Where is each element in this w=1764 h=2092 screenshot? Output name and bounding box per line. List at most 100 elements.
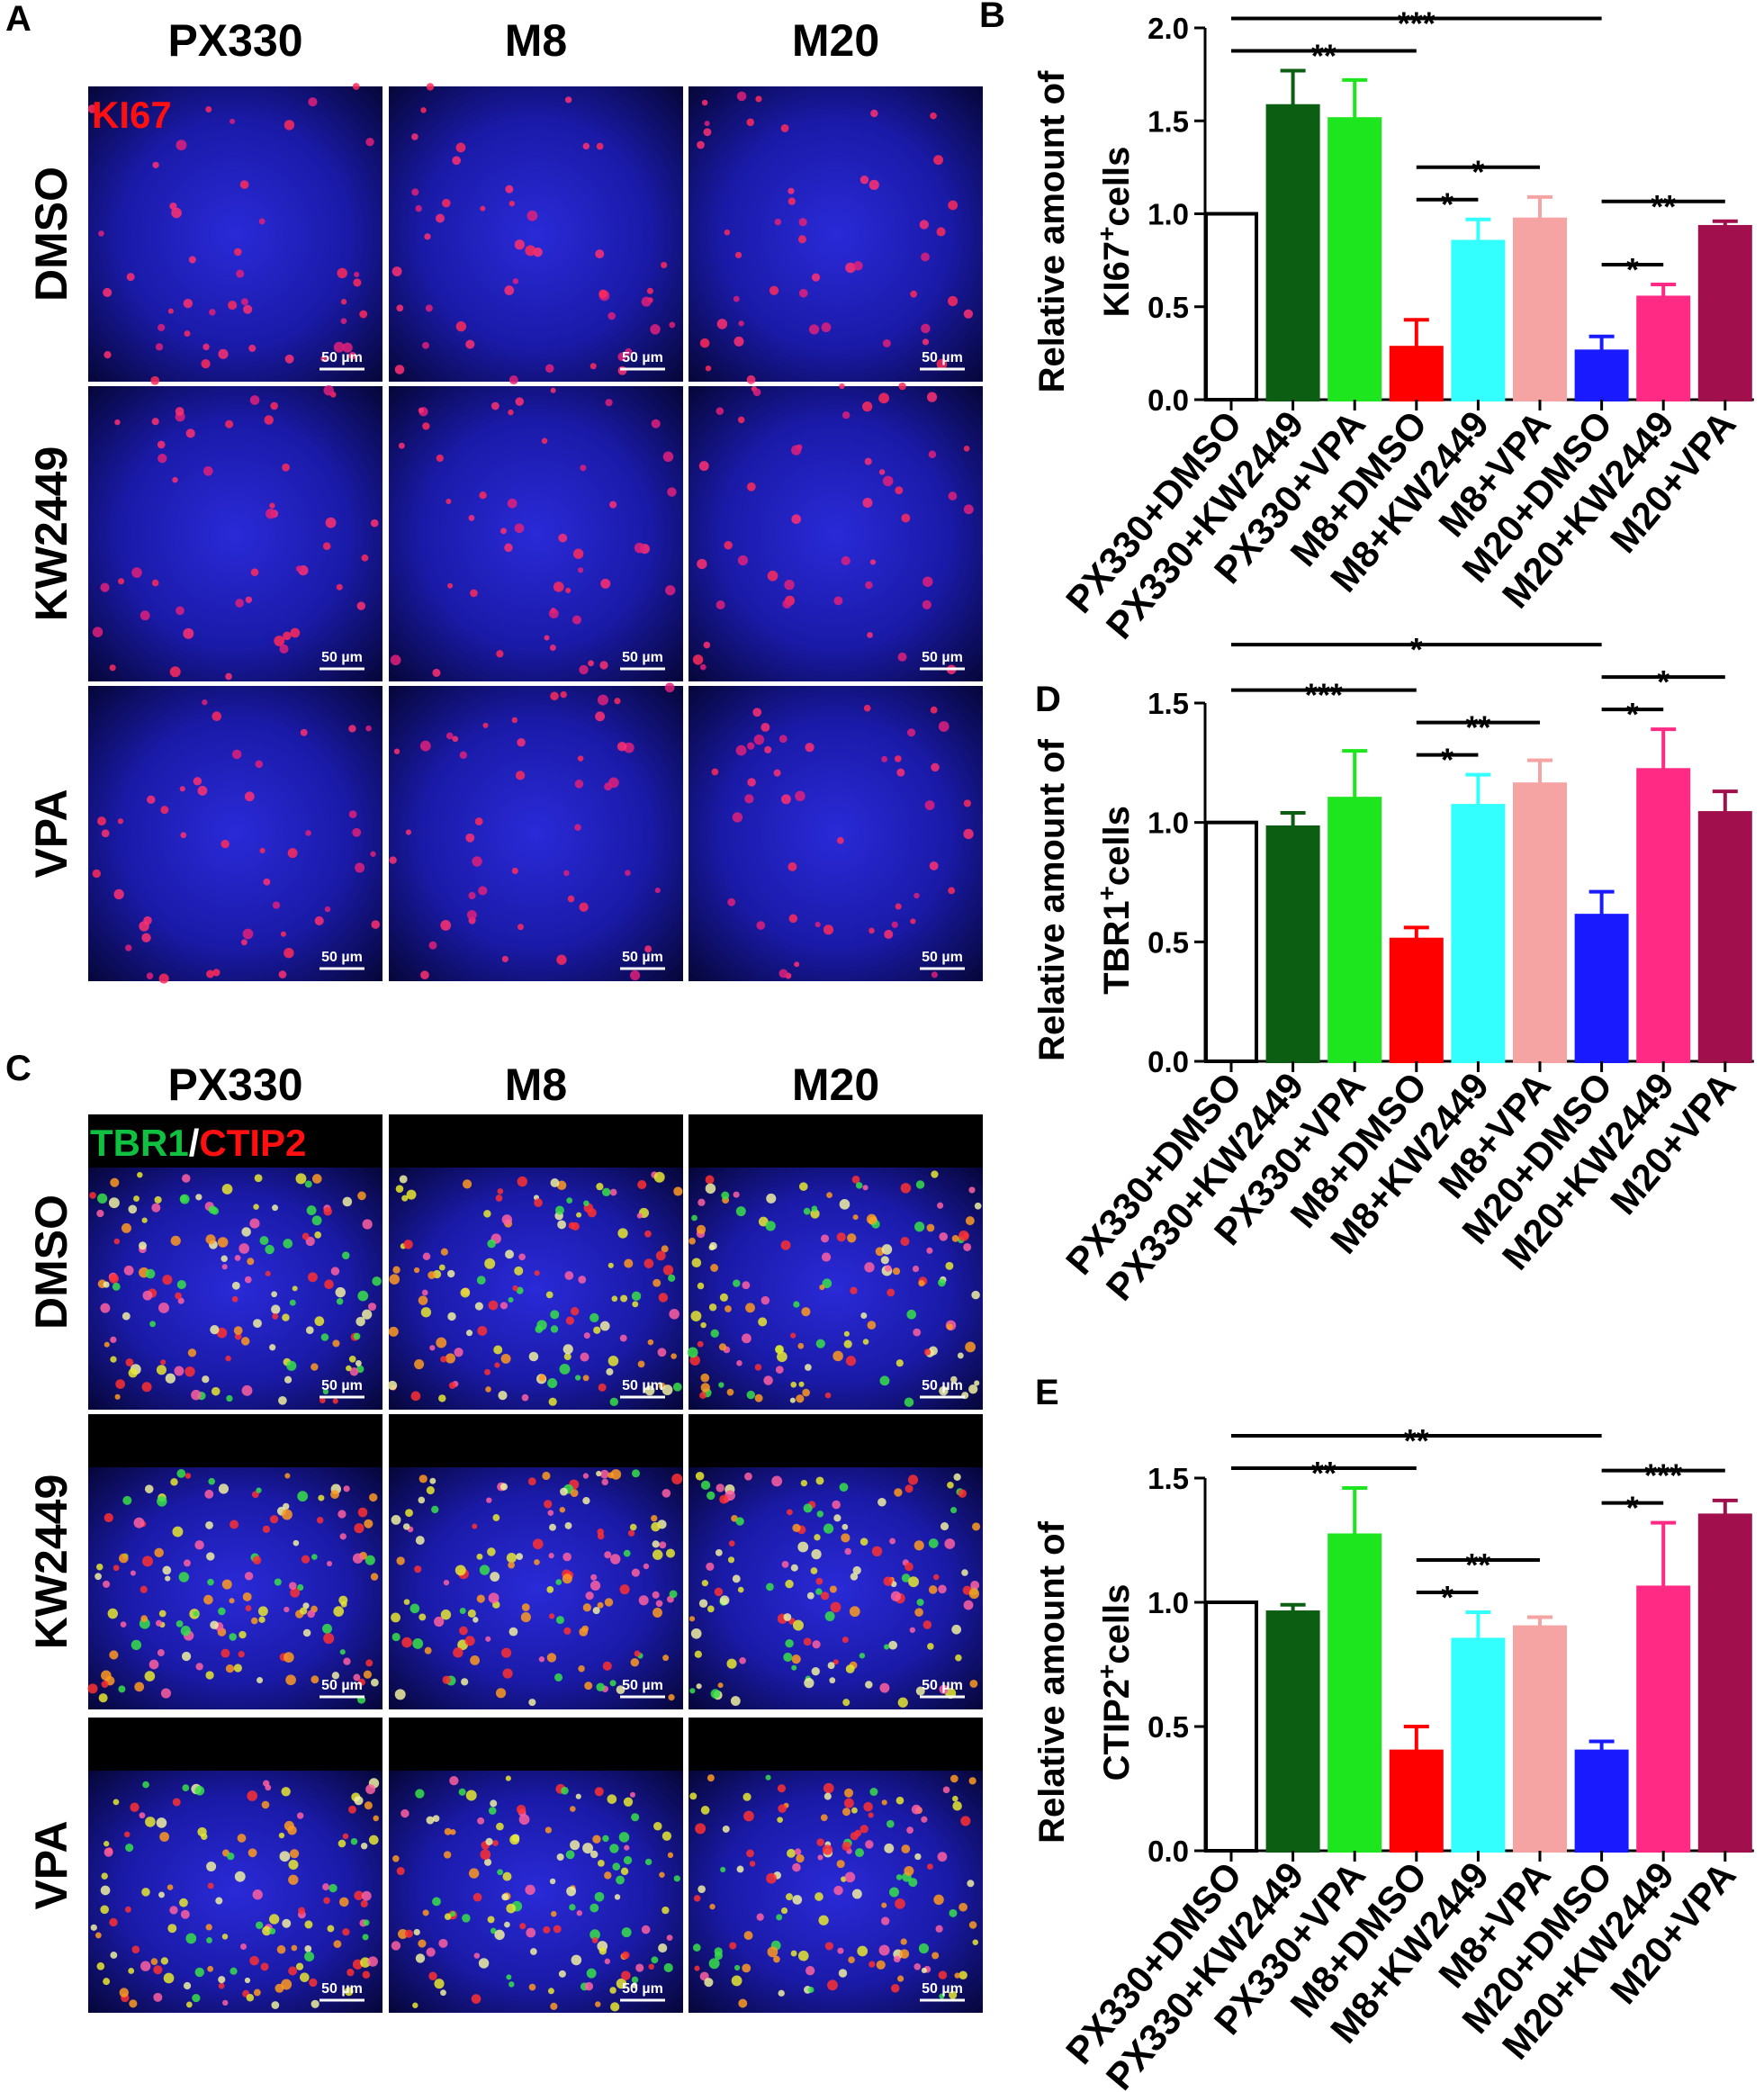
cell-nucleus bbox=[284, 120, 295, 131]
cell-nucleus bbox=[582, 1473, 590, 1479]
micrograph: 50 µm bbox=[688, 86, 983, 384]
cell-nucleus bbox=[140, 1961, 151, 1971]
cell-nucleus bbox=[792, 1523, 801, 1533]
cell-nucleus bbox=[821, 1234, 830, 1243]
cell-nucleus bbox=[619, 1334, 627, 1342]
cell-nucleus bbox=[442, 198, 451, 208]
cell-nucleus bbox=[749, 1861, 756, 1867]
cell-nucleus bbox=[502, 1668, 513, 1679]
cell-nucleus bbox=[96, 1209, 104, 1218]
cell-nucleus bbox=[793, 1301, 800, 1308]
cell-nucleus bbox=[177, 1297, 184, 1304]
cell-nucleus bbox=[236, 269, 245, 278]
cell-nucleus bbox=[651, 1956, 659, 1964]
cell-nucleus bbox=[194, 1785, 205, 1796]
cell-nucleus bbox=[395, 1185, 404, 1193]
cell-nucleus bbox=[323, 1897, 330, 1905]
cell-nucleus bbox=[963, 309, 974, 319]
y-axis-label: KI67+cells bbox=[1093, 147, 1138, 318]
cell-nucleus bbox=[525, 245, 536, 257]
cell-nucleus bbox=[954, 1972, 960, 1979]
cell-nucleus bbox=[425, 304, 433, 312]
cell-nucleus bbox=[724, 540, 733, 550]
cell-nucleus bbox=[729, 1942, 737, 1950]
cell-nucleus bbox=[179, 1898, 188, 1907]
cell-nucleus bbox=[494, 1362, 500, 1368]
cell-nucleus bbox=[242, 928, 254, 940]
cell-nucleus bbox=[745, 1303, 755, 1313]
cell-nucleus bbox=[179, 786, 185, 792]
cell-nucleus bbox=[532, 1538, 544, 1550]
cell-nucleus bbox=[418, 1613, 427, 1621]
cell-nucleus bbox=[352, 827, 362, 837]
cell-nucleus bbox=[955, 1654, 962, 1662]
cell-nucleus bbox=[595, 711, 606, 722]
cell-nucleus bbox=[343, 1657, 351, 1665]
cell-nucleus bbox=[747, 742, 755, 750]
cell-nucleus bbox=[103, 287, 112, 298]
cell-nucleus bbox=[914, 1962, 922, 1970]
cell-nucleus bbox=[271, 1304, 281, 1314]
cell-nucleus bbox=[644, 1230, 652, 1238]
cell-nucleus bbox=[302, 1628, 311, 1637]
cell-nucleus bbox=[418, 1496, 426, 1504]
cell-nucleus bbox=[516, 1286, 524, 1294]
cell-nucleus bbox=[141, 1382, 152, 1393]
cell-nucleus bbox=[823, 924, 834, 935]
cell-nucleus bbox=[863, 704, 871, 712]
cell-nucleus bbox=[483, 1858, 492, 1866]
cell-nucleus bbox=[525, 1884, 536, 1896]
cell-nucleus bbox=[970, 1580, 980, 1591]
cell-nucleus bbox=[501, 1647, 512, 1658]
cell-nucleus bbox=[229, 1633, 237, 1641]
cell-nucleus bbox=[320, 356, 327, 362]
cell-nucleus bbox=[516, 1553, 524, 1561]
cell-nucleus bbox=[342, 342, 353, 353]
cell-nucleus bbox=[968, 1384, 978, 1394]
cell-nucleus bbox=[790, 1332, 796, 1339]
cell-nucleus bbox=[938, 721, 950, 732]
cell-nucleus bbox=[470, 589, 478, 598]
cell-nucleus bbox=[833, 1514, 842, 1522]
cell-nucleus bbox=[974, 1380, 980, 1386]
cell-nucleus bbox=[172, 1798, 181, 1807]
cell-nucleus bbox=[906, 1826, 914, 1834]
cell-nucleus bbox=[435, 213, 445, 223]
cell-nucleus bbox=[230, 118, 236, 124]
cell-nucleus bbox=[365, 1784, 376, 1795]
cell-nucleus bbox=[124, 1906, 131, 1913]
cell-nucleus bbox=[438, 1394, 446, 1402]
cell-nucleus bbox=[251, 1491, 259, 1499]
cell-nucleus bbox=[364, 1519, 374, 1528]
cell-nucleus bbox=[550, 1325, 559, 1333]
cell-nucleus bbox=[454, 1348, 464, 1357]
cell-nucleus bbox=[247, 1258, 255, 1266]
cell-nucleus bbox=[428, 1271, 436, 1279]
cell-nucleus bbox=[480, 205, 486, 212]
cell-nucleus bbox=[113, 888, 124, 900]
cell-nucleus bbox=[182, 1174, 191, 1183]
cell-nucleus bbox=[174, 1366, 184, 1376]
cell-nucleus bbox=[488, 1300, 499, 1311]
micrograph: 50 µm bbox=[87, 83, 382, 385]
cell-nucleus bbox=[774, 218, 782, 226]
cell-nucleus bbox=[284, 1375, 292, 1384]
cell-nucleus bbox=[746, 482, 756, 491]
cell-nucleus bbox=[907, 1474, 919, 1485]
cell-nucleus bbox=[842, 410, 850, 419]
cell-nucleus bbox=[467, 1609, 476, 1619]
cell-nucleus bbox=[420, 107, 427, 113]
cell-nucleus bbox=[692, 654, 704, 665]
cell-nucleus bbox=[98, 230, 104, 237]
cell-nucleus bbox=[815, 1588, 823, 1595]
cell-nucleus bbox=[247, 1790, 258, 1801]
cell-nucleus bbox=[415, 1953, 426, 1963]
cell-nucleus bbox=[202, 343, 210, 351]
cell-nucleus bbox=[965, 1216, 975, 1226]
cell-nucleus bbox=[284, 948, 294, 959]
bar bbox=[1328, 117, 1382, 401]
cell-nucleus bbox=[609, 1680, 616, 1687]
cell-nucleus bbox=[243, 304, 253, 314]
cell-nucleus bbox=[282, 1918, 292, 1928]
cell-nucleus bbox=[455, 142, 466, 153]
